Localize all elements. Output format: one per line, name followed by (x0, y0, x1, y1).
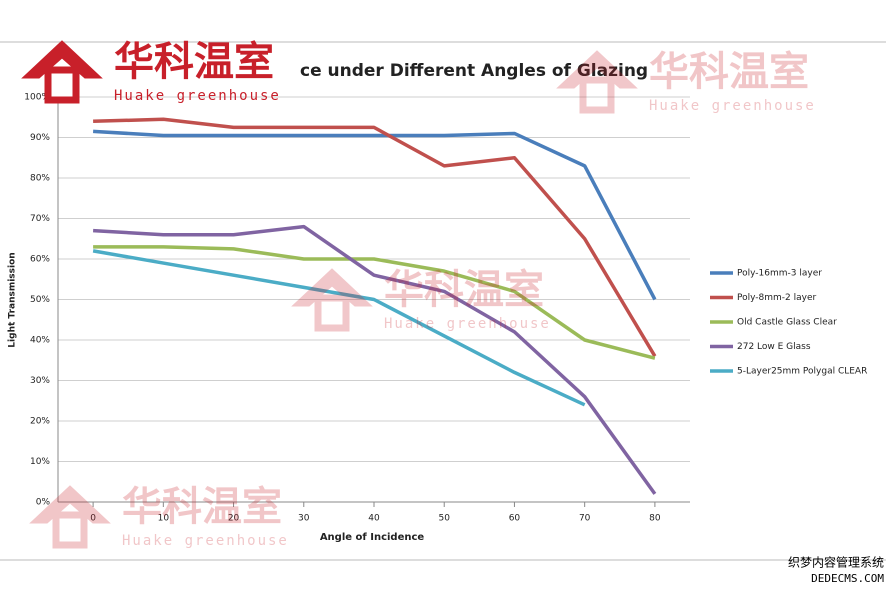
y-tick-label: 100% (24, 93, 50, 103)
x-tick-label: 70 (579, 514, 591, 524)
x-tick-label: 40 (368, 514, 380, 524)
y-tick-label: 70% (30, 214, 50, 224)
watermark: 华科温室 Huake greenhouse (556, 49, 816, 114)
x-tick-label: 50 (438, 514, 450, 524)
x-axis-label: Angle of Incidence (320, 532, 425, 543)
y-axis-label: Light Transmission (8, 252, 18, 347)
series-line (93, 117, 657, 358)
series-line (92, 249, 586, 407)
series-line (93, 245, 656, 360)
watermark-name: 华科温室 (384, 267, 544, 313)
y-tick-label: 10% (30, 457, 50, 467)
footer-name: 织梦内容管理系统 (788, 555, 884, 570)
watermark-layer: 华科温室 Huake greenhouse 华科温室 Huake greenhouse… (21, 39, 816, 549)
watermark-name: 华科温室 (122, 484, 282, 530)
x-tick-label: 80 (649, 514, 661, 524)
x-tick-label: 20 (228, 514, 240, 524)
y-tick-label: 0% (36, 498, 51, 508)
series-line (93, 224, 657, 495)
legend-label: Poly-16mm-3 layer (737, 269, 822, 279)
legend-label: Poly-8mm-2 layer (737, 293, 817, 303)
watermark-name: 华科温室 (649, 49, 809, 95)
y-tick-label: 40% (30, 336, 50, 346)
chart-title: ce under Different Angles of Glazing (300, 61, 648, 81)
y-tick-label: 90% (30, 133, 50, 143)
legend-label: Old Castle Glass Clear (737, 318, 837, 328)
watermark-logo (21, 40, 103, 104)
watermark-name: 华科温室 (114, 39, 274, 85)
y-tick-label: 20% (30, 417, 50, 427)
legend-label: 5-Layer25mm Polygal CLEAR (737, 367, 867, 377)
y-tick-label: 30% (30, 376, 50, 386)
watermark-logo (29, 485, 111, 549)
x-tick-label: 10 (158, 514, 170, 524)
watermark-logo (291, 268, 373, 332)
series-line (93, 129, 657, 301)
x-tick-label: 60 (509, 514, 521, 524)
watermark-logo (556, 50, 638, 114)
watermark-subtitle: Huake greenhouse (649, 98, 816, 114)
y-tick-label: 80% (30, 174, 50, 184)
watermark: 华科温室 Huake greenhouse (21, 39, 281, 104)
x-tick-label: 0 (90, 514, 96, 524)
x-tick-label: 30 (298, 514, 310, 524)
footer-site: DEDECMS.COM (811, 572, 884, 585)
y-tick-label: 50% (30, 295, 50, 305)
watermark: 华科温室 Huake greenhouse (291, 267, 551, 332)
watermark: 华科温室 Huake greenhouse (29, 484, 289, 549)
watermark-subtitle: Huake greenhouse (122, 533, 289, 549)
watermark-subtitle: Huake greenhouse (384, 316, 551, 332)
watermark-subtitle: Huake greenhouse (114, 88, 281, 104)
legend-label: 272 Low E Glass (737, 342, 811, 352)
y-tick-label: 60% (30, 255, 50, 265)
